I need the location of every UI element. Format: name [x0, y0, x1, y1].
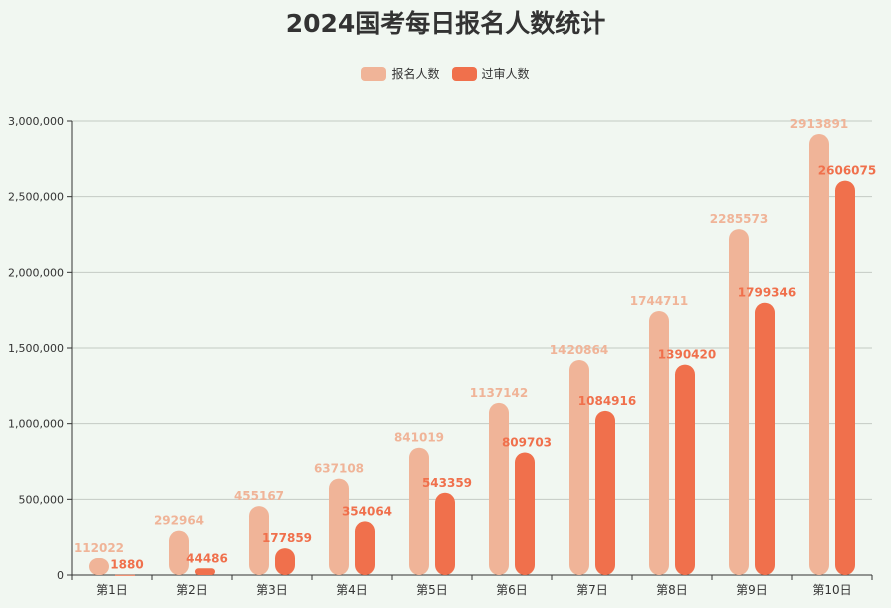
- data-label: 1420864: [550, 343, 608, 357]
- data-label: 841019: [394, 431, 444, 445]
- x-tick-label: 第2日: [176, 583, 208, 597]
- data-label: 1084916: [578, 394, 636, 408]
- x-tick-label: 第1日: [96, 583, 128, 597]
- data-label: 2606075: [818, 164, 876, 178]
- data-label: 177859: [262, 531, 312, 545]
- x-tick-label: 第4日: [336, 583, 368, 597]
- bar-approved: [435, 492, 455, 575]
- bar-approved: [275, 548, 295, 575]
- bar-approved: [675, 364, 695, 575]
- x-tick-label: 第5日: [416, 583, 448, 597]
- y-tick-label: 1,500,000: [8, 342, 64, 355]
- data-label: 1390420: [658, 348, 716, 362]
- y-tick-label: 3,000,000: [8, 115, 64, 128]
- y-tick-label: 500,000: [19, 493, 65, 506]
- x-tick-label: 第3日: [256, 583, 288, 597]
- x-tick-label: 第8日: [656, 583, 688, 597]
- bar-registered: [729, 229, 749, 575]
- legend-swatch: [361, 66, 387, 81]
- x-tick-label: 第9日: [736, 583, 768, 597]
- bar-registered: [89, 558, 109, 575]
- data-label: 809703: [502, 435, 552, 449]
- data-label: 354064: [342, 504, 392, 518]
- bar-approved: [595, 410, 615, 575]
- data-label: 112022: [74, 541, 124, 555]
- bar-registered: [809, 134, 829, 575]
- x-tick-label: 第7日: [576, 583, 608, 597]
- y-tick-label: 1,000,000: [8, 418, 64, 431]
- bar-registered: [489, 402, 509, 575]
- bar-approved: [835, 180, 855, 575]
- legend: 报名人数 过审人数: [0, 65, 891, 82]
- legend-item-registered[interactable]: 报名人数: [361, 65, 440, 82]
- bar-registered: [569, 359, 589, 575]
- bar-registered: [329, 478, 349, 575]
- data-label: 455167: [234, 489, 284, 503]
- bar-approved: [515, 452, 535, 575]
- data-label: 1880: [110, 558, 143, 572]
- data-label: 44486: [186, 551, 228, 565]
- data-label: 2285573: [710, 212, 768, 226]
- bar-approved: [195, 568, 215, 575]
- x-tick-label: 第10日: [812, 583, 851, 597]
- data-label: 1744711: [630, 294, 688, 308]
- y-tick-label: 0: [57, 569, 64, 582]
- data-label: 2913891: [790, 117, 848, 131]
- data-label: 543359: [422, 476, 472, 490]
- legend-label: 过审人数: [481, 67, 530, 81]
- chart-title: 2024国考每日报名人数统计: [285, 9, 606, 38]
- data-label: 637108: [314, 462, 364, 476]
- bar-approved: [755, 302, 775, 575]
- bar-approved: [355, 521, 375, 575]
- bar-registered: [249, 506, 269, 575]
- y-tick-label: 2,000,000: [8, 266, 64, 279]
- bar-approved: [115, 574, 135, 576]
- bar-registered: [169, 530, 189, 575]
- data-label: 292964: [154, 514, 204, 528]
- data-label: 1137142: [470, 386, 528, 400]
- data-label: 1799346: [738, 286, 796, 300]
- y-tick-label: 2,500,000: [8, 191, 64, 204]
- legend-swatch: [451, 66, 477, 81]
- x-tick-label: 第6日: [496, 583, 528, 597]
- legend-label: 报名人数: [391, 67, 440, 81]
- bar-registered: [649, 310, 669, 575]
- legend-item-approved[interactable]: 过审人数: [451, 65, 530, 82]
- bar-registered: [409, 447, 429, 575]
